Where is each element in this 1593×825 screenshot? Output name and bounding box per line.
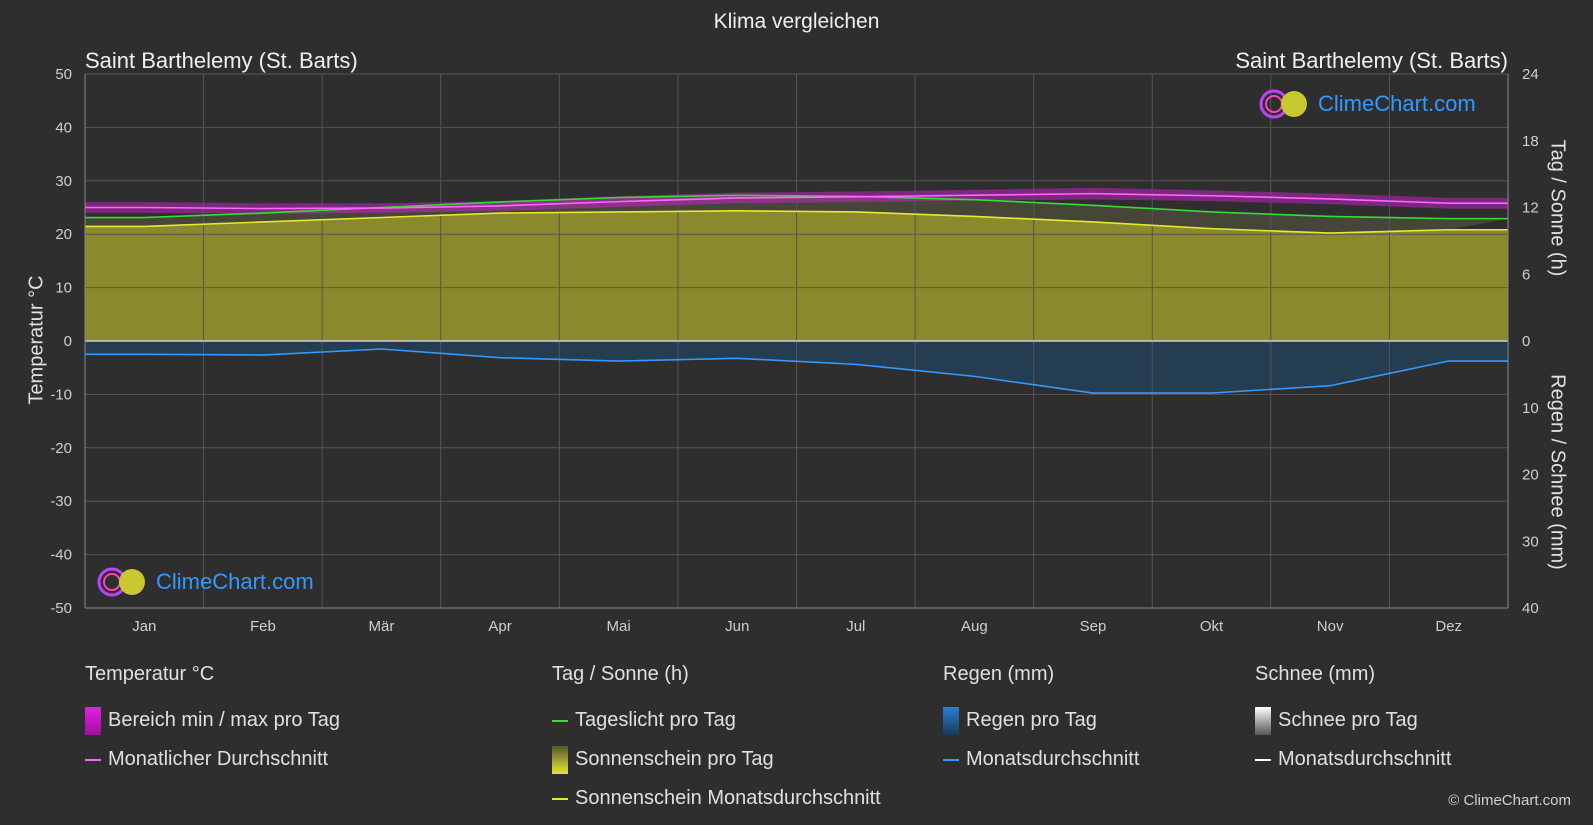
sunshine-avg-line — [85, 210, 1508, 234]
logo-text: ClimeChart.com — [1318, 91, 1476, 116]
legend-temperature: Temperatur °C Bereich min / max pro Tag … — [85, 663, 340, 779]
right-bottom-axis-label: Regen / Schnee (mm) — [1546, 374, 1569, 570]
snow-swatch — [1255, 706, 1271, 735]
legend-label: Bereich min / max pro Tag — [108, 709, 340, 731]
month-label: Jan — [132, 618, 156, 635]
legend-item: Regen pro Tag — [943, 701, 1139, 740]
location-right: Saint Barthelemy (St. Barts) — [1235, 48, 1508, 73]
left-tick-label: -40 — [50, 547, 72, 564]
month-label: Mär — [369, 618, 395, 635]
rain-avg-swatch — [943, 758, 959, 761]
left-tick-label: 30 — [55, 173, 72, 190]
legend-item: Bereich min / max pro Tag — [85, 701, 340, 740]
month-label: Sep — [1080, 618, 1107, 635]
logo-top: ClimeChart.com — [1258, 88, 1476, 120]
month-label: Aug — [961, 618, 988, 635]
temp-range-swatch — [85, 706, 101, 735]
left-tick-label: 20 — [55, 226, 72, 243]
month-label: Jul — [846, 618, 865, 635]
legend-label: Monatsdurchschnitt — [1278, 748, 1452, 770]
left-tick-label: -10 — [50, 386, 72, 403]
chart-title: Klima vergleichen — [713, 10, 880, 33]
month-label: Feb — [250, 618, 276, 635]
right-bottom-tick-label: 40 — [1522, 600, 1539, 617]
left-tick-label: -50 — [50, 600, 72, 617]
right-top-axis-label: Tag / Sonne (h) — [1546, 139, 1569, 277]
rain-swatch — [943, 706, 959, 735]
legend-heading: Temperatur °C — [85, 663, 215, 685]
snow-avg-swatch — [1255, 758, 1271, 761]
month-label: Mai — [607, 618, 631, 635]
legend-heading: Regen (mm) — [943, 663, 1055, 685]
location-left: Saint Barthelemy (St. Barts) — [85, 48, 358, 73]
temp-avg-swatch — [85, 758, 101, 761]
left-tick-label: 10 — [55, 280, 72, 297]
temp-avg-line — [85, 192, 1508, 210]
left-tick-label: -30 — [50, 493, 72, 510]
legend-item: Monatsdurchschnitt — [943, 740, 1139, 779]
climate-chart: 50 40 30 20 10 0 -10 -20 -30 -40 -50 24 18 12 6 0 10 20 30… — [50, 66, 1539, 635]
sunshine-swatch — [552, 745, 568, 774]
legend-label: Sonnenschein pro Tag — [575, 748, 774, 770]
legend-label: Regen pro Tag — [966, 709, 1097, 731]
legend-label: Tageslicht pro Tag — [575, 709, 736, 731]
left-tick-label: 50 — [55, 66, 72, 83]
left-tick-label: 0 — [64, 333, 72, 350]
right-top-tick-label: 18 — [1522, 133, 1539, 150]
month-label: Apr — [488, 618, 511, 635]
month-label: Jun — [725, 618, 749, 635]
legend-item: Sonnenschein pro Tag — [552, 740, 881, 779]
left-axis-label: Temperatur °C — [25, 275, 48, 405]
legend-sun: Tag / Sonne (h) Tageslicht pro Tag Sonne… — [552, 663, 881, 818]
legend-heading: Tag / Sonne (h) — [552, 663, 689, 685]
legend-item: Schnee pro Tag — [1255, 701, 1451, 740]
legend-label: Monatsdurchschnitt — [966, 748, 1140, 770]
daylight-line — [85, 194, 1508, 220]
legend-label: Sonnenschein Monatsdurchschnitt — [575, 787, 881, 809]
legend-rain: Regen (mm) Regen pro Tag Monatsdurchschn… — [943, 663, 1139, 779]
right-top-tick-label: 24 — [1522, 66, 1539, 83]
legend-label: Monatlicher Durchschnitt — [108, 748, 329, 770]
legend-label: Schnee pro Tag — [1278, 709, 1418, 731]
legend-item: Monatlicher Durchschnitt — [85, 740, 340, 779]
legend-heading: Schnee (mm) — [1255, 663, 1376, 685]
logo-bottom: ClimeChart.com — [96, 566, 314, 598]
right-bottom-tick-label: 30 — [1522, 533, 1539, 550]
copyright: © ClimeChart.com — [1448, 792, 1571, 809]
left-tick-label: -20 — [50, 440, 72, 457]
month-label: Okt — [1200, 618, 1224, 635]
rain-avg-line — [85, 348, 1508, 394]
logo-icon — [1259, 89, 1307, 119]
legend-item: Tageslicht pro Tag — [552, 701, 881, 740]
logo-text: ClimeChart.com — [156, 569, 314, 594]
month-label: Nov — [1317, 618, 1344, 635]
sunshine-avg-swatch — [552, 797, 568, 800]
right-top-tick-label: 12 — [1522, 200, 1539, 217]
right-bottom-tick-label: 20 — [1522, 467, 1539, 484]
right-top-tick-label: 0 — [1522, 333, 1530, 350]
month-label: Dez — [1435, 618, 1462, 635]
legend-item: Monatsdurchschnitt — [1255, 740, 1451, 779]
right-bottom-tick-label: 10 — [1522, 400, 1539, 417]
left-tick-label: 40 — [55, 119, 72, 136]
daylight-swatch — [552, 719, 568, 722]
logo-icon — [97, 567, 145, 597]
right-top-tick-label: 6 — [1522, 266, 1530, 283]
legend-item: Sonnenschein Monatsdurchschnitt — [552, 779, 881, 818]
legend-snow: Schnee (mm) Schnee pro Tag Monatsdurchsc… — [1255, 663, 1451, 779]
